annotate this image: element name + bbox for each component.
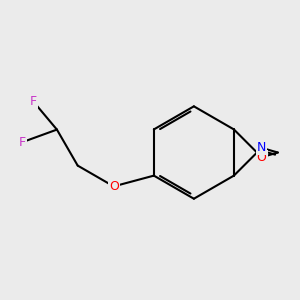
Text: N: N <box>257 141 266 154</box>
Text: F: F <box>19 136 26 149</box>
Text: F: F <box>30 95 37 108</box>
Text: O: O <box>109 180 118 193</box>
Text: O: O <box>257 151 267 164</box>
